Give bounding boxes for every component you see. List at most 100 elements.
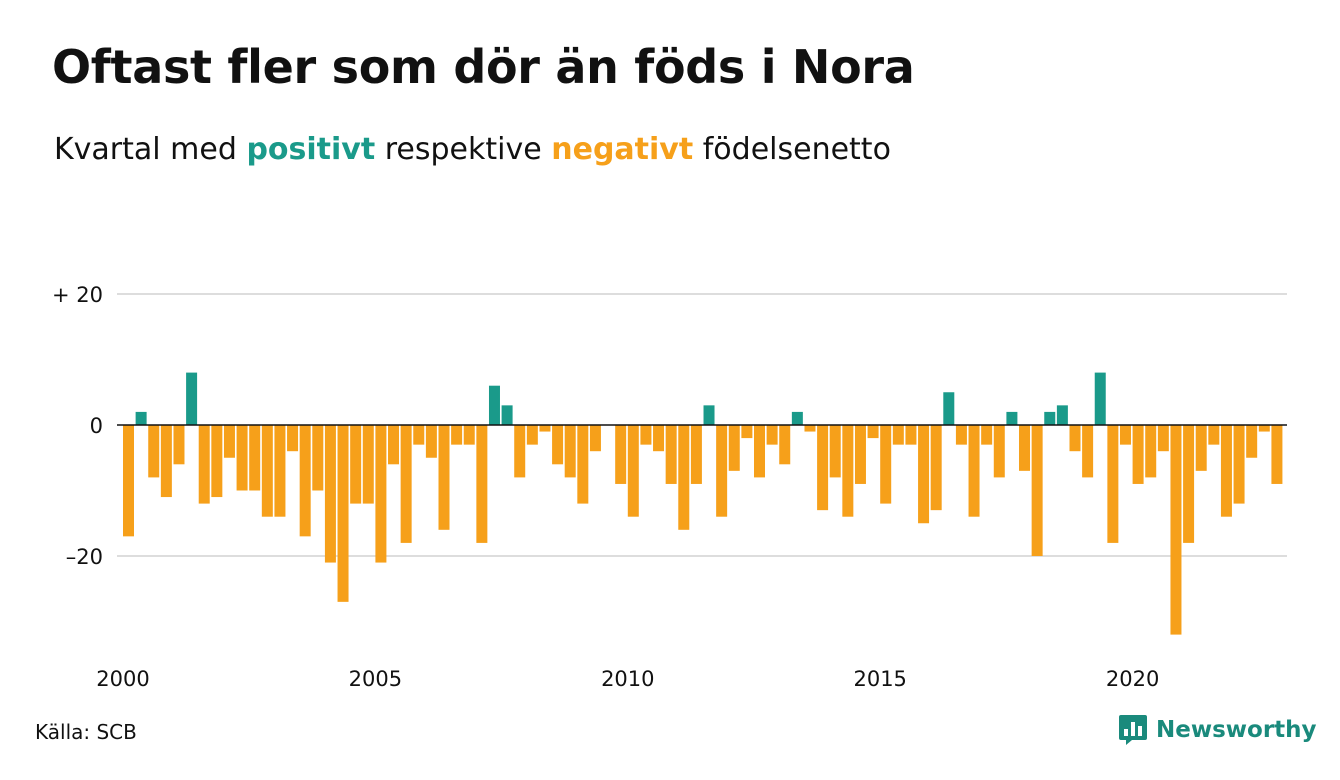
y-tick-label: –20 (66, 545, 103, 569)
brand-logo: Newsworthy (1118, 714, 1317, 746)
bar (892, 425, 904, 445)
bar (1170, 425, 1182, 635)
bar (690, 425, 702, 484)
bar (678, 425, 690, 530)
bar (1094, 372, 1106, 425)
bar (955, 425, 967, 445)
bar (350, 425, 362, 504)
subtitle-negative-word: negativt (551, 132, 694, 167)
bar (829, 425, 841, 478)
subtitle-text-middle: respektive (384, 132, 542, 167)
chart-subtitle: Kvartal med positivt respektive negativt… (54, 132, 891, 167)
bar (287, 425, 299, 452)
bar (400, 425, 412, 543)
subtitle-positive-word: positivt (246, 132, 376, 167)
bar (1044, 411, 1056, 425)
bar (577, 425, 589, 504)
bar (1031, 425, 1043, 556)
bar (640, 425, 652, 445)
brand-name: Newsworthy (1156, 717, 1317, 743)
bar (1233, 425, 1245, 504)
chart-title: Oftast fler som dör än föds i Nora (52, 40, 915, 94)
subtitle-text-end: födelsenetto (702, 132, 891, 167)
x-tick-label: 2020 (1106, 667, 1159, 691)
bar (488, 385, 500, 425)
bar (817, 425, 829, 511)
bar (324, 425, 336, 563)
axes: + 20 0 –20 2000 2005 2010 2015 2020 (52, 283, 1287, 691)
bar (943, 392, 955, 425)
bar (299, 425, 311, 537)
bar (880, 425, 892, 504)
bar (703, 405, 715, 425)
y-tick-label: 0 (90, 414, 103, 438)
bar (589, 425, 601, 452)
bar (274, 425, 286, 517)
bar (261, 425, 273, 517)
bar (123, 425, 134, 537)
bar (1157, 425, 1169, 452)
bar (1246, 425, 1258, 458)
bar (1056, 405, 1068, 425)
bar (135, 411, 147, 425)
bar (867, 425, 879, 439)
bar (173, 425, 185, 465)
x-tick-label: 2005 (349, 667, 402, 691)
bar (930, 425, 942, 511)
bar (198, 425, 210, 504)
bar (1132, 425, 1144, 484)
y-tick-label: + 20 (52, 283, 103, 307)
bar (148, 425, 160, 478)
bar (526, 425, 538, 445)
bar (514, 425, 526, 478)
bar (476, 425, 488, 543)
bar (160, 425, 172, 498)
bar (223, 425, 235, 458)
bar (754, 425, 765, 478)
bar (337, 425, 349, 602)
bar (653, 425, 665, 452)
bar (993, 425, 1005, 478)
bar (425, 425, 437, 458)
bar (564, 425, 576, 478)
bar (791, 411, 803, 425)
bar (211, 425, 223, 498)
bar (1082, 425, 1094, 478)
bar (1183, 425, 1195, 543)
bar (438, 425, 450, 530)
bar (375, 425, 387, 563)
bar (1271, 425, 1283, 484)
bar (1220, 425, 1232, 517)
bar (463, 425, 475, 445)
bar (1195, 425, 1207, 471)
bars (123, 372, 1283, 635)
bar (981, 425, 993, 445)
bar (501, 405, 513, 425)
bar (627, 425, 639, 517)
bar (186, 372, 198, 425)
bar (413, 425, 425, 445)
bar (766, 425, 778, 445)
bar (249, 425, 261, 491)
bar (236, 425, 248, 491)
bar (1119, 425, 1131, 445)
x-tick-label: 2000 (96, 667, 149, 691)
subtitle-text-start: Kvartal med (54, 132, 237, 167)
bar (1107, 425, 1119, 543)
bar (1145, 425, 1157, 478)
grid-lines (117, 293, 1287, 557)
bar (665, 425, 677, 484)
bar (552, 425, 564, 465)
bar (804, 425, 816, 432)
bar (741, 425, 753, 439)
x-tick-label: 2010 (601, 667, 654, 691)
bar (728, 425, 740, 471)
bar (615, 425, 627, 484)
bar (1208, 425, 1220, 445)
bar (451, 425, 463, 445)
bar (842, 425, 854, 517)
bar (905, 425, 917, 445)
source-note: Källa: SCB (35, 720, 137, 744)
bar (1258, 425, 1270, 432)
